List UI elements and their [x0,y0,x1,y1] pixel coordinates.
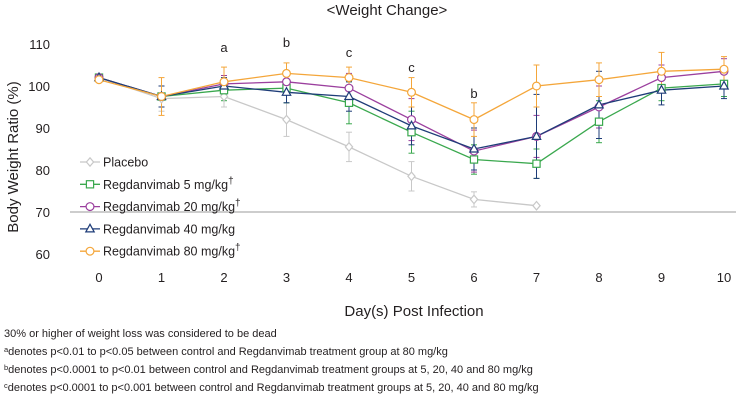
footnote-c-mark: c [4,381,8,390]
data-point-regdanvimab-5-mg-kg [469,155,479,164]
footnote-a-mark: a [4,345,9,354]
legend-marker-regdanvimab-80-mg-kg [85,246,95,256]
data-point-regdanvimab-40-mg-kg [281,86,292,96]
x-tick-label: 6 [470,270,477,285]
x-tick-label: 2 [220,270,227,285]
x-tick-label: 8 [595,270,602,285]
legend-marker-regdanvimab-40-mg-kg [84,223,96,233]
data-point-regdanvimab-40-mg-kg [406,120,417,130]
data-point-placebo [344,141,354,153]
x-axis-label: Day(s) Post Infection [344,303,483,320]
data-point-regdanvimab-80-mg-kg [219,77,229,87]
significance-label: a [220,40,228,55]
series-line-placebo [98,76,537,207]
x-tick-label: 3 [283,270,290,285]
x-tick-label: 0 [95,270,102,285]
data-point-regdanvimab-80-mg-kg [157,91,167,101]
y-tick-label: 90 [36,121,50,136]
data-point-placebo [219,91,229,102]
x-tick-label: 10 [717,270,731,285]
legend: Placebo Regdanvimab 5 mg/kg† Regdanvimab 2… [80,156,241,259]
significance-labels: a b c c b [220,35,477,101]
data-point-regdanvimab-40-mg-kg [343,90,355,101]
data-point-regdanvimab-5-mg-kg [344,98,354,107]
legend-label-placebo: Placebo [103,156,148,170]
x-tick-labels: 0 1 2 3 4 5 6 7 8 9 10 [95,270,731,285]
y-tick-labels: 60 70 80 90 100 110 [28,37,50,262]
data-point-placebo [407,171,416,182]
y-axis-label: Body Weight Ratio (%) [5,81,22,232]
data-point-placebo [532,200,541,211]
legend-dagger: † [235,243,241,254]
y-tick-label: 70 [36,205,50,220]
data-point-regdanvimab-5-mg-kg [407,128,416,137]
legend-label-regdanvimab-20-mg-kg: Regdanvimab 20 mg/kg† [103,198,241,214]
data-point-regdanvimab-40-mg-kg [468,143,480,153]
data-point-placebo [282,114,291,125]
significance-label: c [408,60,415,75]
x-tick-label: 4 [345,270,352,285]
legend-label-regdanvimab-40-mg-kg: Regdanvimab 40 mg/kg [103,222,235,236]
legend-marker-regdanvimab-5-mg-kg [85,180,95,189]
footnote-b: bdenotes p<0.0001 to p<0.01 between cont… [4,360,539,378]
footnote-c: cdenotes p<0.0001 to p<0.001 between con… [4,378,539,396]
data-point-regdanvimab-80-mg-kg [531,81,541,91]
data-point-regdanvimab-80-mg-kg [719,64,729,74]
data-point-regdanvimab-20-mg-kg [282,77,292,87]
data-point-regdanvimab-80-mg-kg [407,87,417,97]
x-tick-label: 7 [533,270,540,285]
data-point-regdanvimab-40-mg-kg [531,130,542,140]
data-point-regdanvimab-80-mg-kg [594,75,604,85]
footnote-dead-threshold: 30% or higher of weight loss was conside… [4,328,277,340]
data-point-regdanvimab-80-mg-kg [282,68,292,78]
footnote-b-mark: b [4,363,9,372]
footnote-a-text: denotes p<0.01 to p<0.05 between control… [8,346,448,358]
y-tick-label: 80 [36,163,50,178]
y-tick-label: 60 [36,247,50,262]
data-point-regdanvimab-5-mg-kg [594,117,604,126]
data-markers [93,64,730,211]
legend-dagger: † [228,176,234,187]
legend-marker-placebo [85,156,95,168]
data-point-regdanvimab-5-mg-kg [532,159,541,168]
weight-change-chart: <Weight Change> 60 70 80 90 100 110 0 1 2 3 4 5 6 7 8… [5,2,736,320]
legend-dagger: † [235,198,241,209]
significance-label: c [346,45,353,60]
data-point-placebo [469,194,479,205]
footnote-c-text: denotes p<0.0001 to p<0.001 between cont… [7,382,539,394]
data-point-regdanvimab-80-mg-kg [344,73,354,83]
significance-label: b [283,35,290,50]
y-tick-label: 100 [28,79,50,94]
data-point-regdanvimab-40-mg-kg [656,84,667,94]
chart-title: <Weight Change> [327,2,448,19]
x-tick-label: 1 [158,270,165,285]
footnote-b-text: denotes p<0.0001 to p<0.01 between contr… [8,364,533,376]
x-tick-label: 9 [658,270,665,285]
data-point-regdanvimab-40-mg-kg [593,99,605,109]
data-point-regdanvimab-80-mg-kg [656,66,666,76]
data-point-regdanvimab-80-mg-kg [469,115,479,125]
significance-label: b [470,86,477,101]
footnote-a: adenotes p<0.01 to p<0.05 between contro… [4,342,539,360]
legend-marker-regdanvimab-20-mg-kg [85,202,95,212]
legend-label-regdanvimab-5-mg-kg: Regdanvimab 5 mg/kg† [103,176,234,192]
x-tick-label: 5 [408,270,415,285]
y-tick-label: 110 [29,37,50,52]
footnotes: 30% or higher of weight loss was conside… [4,326,539,396]
legend-label-regdanvimab-80-mg-kg: Regdanvimab 80 mg/kg† [103,243,241,259]
data-point-regdanvimab-40-mg-kg [718,80,730,90]
data-point-regdanvimab-80-mg-kg [94,75,104,85]
